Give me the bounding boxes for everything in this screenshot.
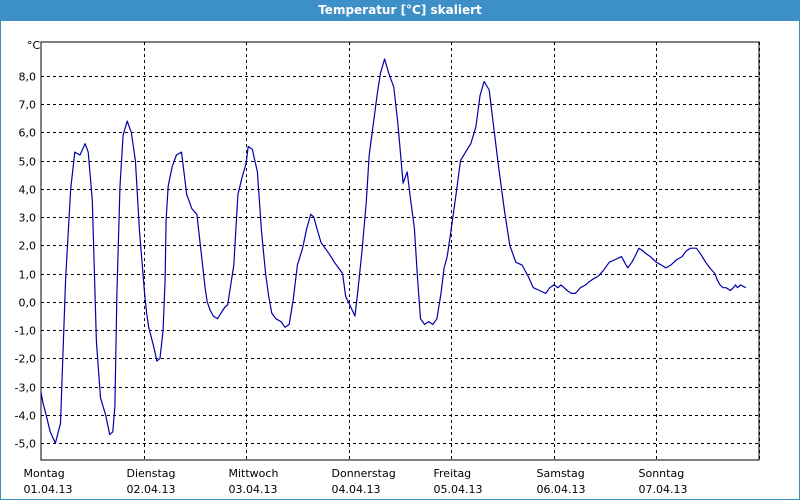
x-tick-date-label: 06.04.13 [537,483,586,496]
chart-title: Temperatur [°C] skaliert [0,0,800,21]
x-tick-date-label: 01.04.13 [24,483,73,496]
temperature-series-line [40,58,746,444]
y-tick-label: -4,0 [15,410,36,423]
x-tick-day-label: Donnerstag [332,467,396,480]
x-tick-day-label: Mittwoch [229,467,279,480]
y-tick-label: -3,0 [15,382,36,395]
y-tick-label: 8,0 [19,71,37,84]
x-tick-day-label: Montag [24,467,65,480]
chart-panel: 8,0 7,0 6,0 5,0 4,0 3,0 2,0 1,0 0,0 -1,0 -2,0 -3,0 -… [0,21,800,500]
plot-area-border [40,41,760,461]
y-tick-label: 4,0 [19,184,37,197]
x-tick-date-label: 05.04.13 [434,483,483,496]
x-tick-date-label: 07.04.13 [639,483,688,496]
x-tick-date-label: 04.04.13 [332,483,381,496]
x-tick-date-label: 03.04.13 [229,483,278,496]
x-tick-date-label: 02.04.13 [127,483,176,496]
y-axis-unit-label: °C [27,39,41,52]
y-tick-label: 6,0 [19,127,37,140]
y-tick-label: 3,0 [19,212,37,225]
y-tick-label: 0,0 [19,297,37,310]
x-tick-day-label: Sonntag [639,467,685,480]
y-tick-label: 1,0 [19,269,37,282]
x-tick-day-label: Freitag [434,467,472,480]
y-tick-label: 2,0 [19,240,37,253]
x-tick-day-label: Samstag [537,467,585,480]
temperature-chart: 8,0 7,0 6,0 5,0 4,0 3,0 2,0 1,0 0,0 -1,0 -2,0 -3,0 -… [15,39,760,496]
y-tick-label: 7,0 [19,99,37,112]
y-tick-label: -1,0 [15,325,36,338]
y-tick-label: 5,0 [19,156,37,169]
y-tick-label: -5,0 [15,438,36,451]
y-tick-label: -2,0 [15,353,36,366]
x-tick-day-label: Dienstag [127,467,176,480]
